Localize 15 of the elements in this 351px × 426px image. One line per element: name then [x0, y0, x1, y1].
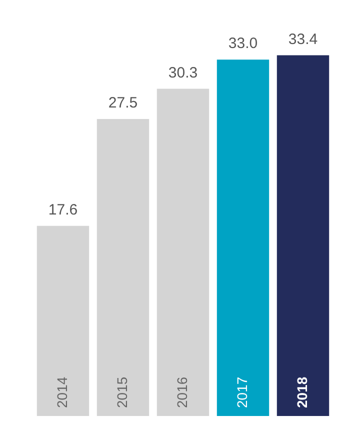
- data-label: 33.0: [228, 35, 258, 52]
- bar: [96, 119, 150, 416]
- data-label: 30.3: [168, 64, 198, 82]
- x-tick-label: 2015: [114, 376, 130, 408]
- bar: [156, 88, 210, 416]
- bar: [216, 60, 270, 416]
- x-tick-label: 2014: [54, 376, 70, 408]
- bar: [276, 55, 330, 416]
- bar: [36, 226, 90, 416]
- data-label: 17.6: [48, 202, 78, 219]
- data-label: 33.4: [288, 30, 318, 48]
- data-label: 27.5: [108, 94, 138, 112]
- x-tick-label: 2018: [294, 376, 310, 408]
- x-tick-label: 2017: [234, 376, 250, 408]
- x-tick-label: 2016: [174, 376, 190, 408]
